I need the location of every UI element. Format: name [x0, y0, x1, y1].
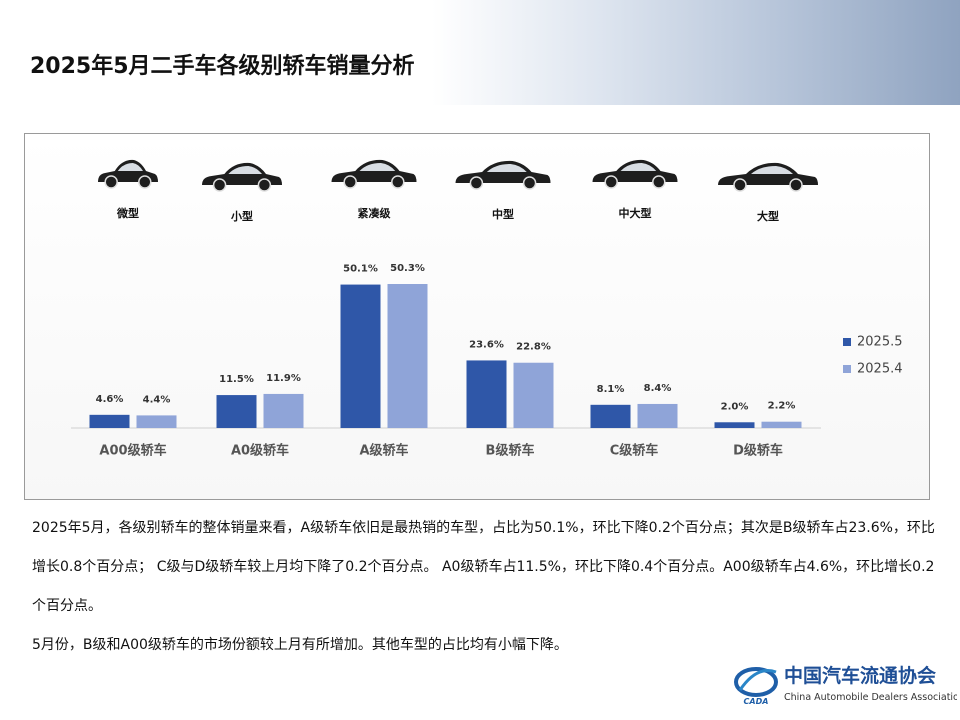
bar: [136, 415, 177, 428]
legend-label: 2025.4: [857, 362, 903, 377]
value-label: 2.0%: [721, 401, 749, 412]
car-icon: [98, 159, 158, 189]
value-label: 11.5%: [219, 374, 254, 385]
bar: [387, 284, 428, 428]
car-wheel: [212, 178, 227, 192]
car-window: [751, 166, 793, 174]
page-title: 2025年5月二手车各级别轿车销量分析: [30, 54, 415, 79]
bar: [761, 421, 802, 428]
car-window: [359, 163, 396, 171]
car-icon: [331, 159, 417, 189]
value-label: 11.9%: [266, 373, 301, 384]
x-tick-label: B级轿车: [486, 443, 535, 459]
logo-mark: [734, 667, 778, 697]
x-tick-label: A0级轿车: [231, 443, 289, 459]
bar: [216, 395, 257, 428]
logo: CADA 中国汽车流通协会 China Automobile Dealers A…: [734, 664, 957, 706]
car-wheel: [604, 175, 618, 189]
car-icon: [718, 162, 818, 192]
car-icon: [592, 159, 678, 189]
logo-name: 中国汽车流通协会: [784, 664, 936, 687]
car-type-label: 微型: [116, 206, 139, 220]
x-tick-label: D级轿车: [733, 443, 783, 459]
paragraph: 2025年5月，各级别轿车的整体销量来看，A级轿车依旧是最热销的车型，占比为50…: [32, 520, 935, 614]
logo-english: China Automobile Dealers Association: [784, 692, 957, 703]
car-type-label: 小型: [230, 209, 253, 223]
car-wheel: [733, 178, 747, 192]
car-icon: [455, 160, 551, 190]
value-label: 23.6%: [469, 339, 504, 350]
value-label: 50.3%: [390, 263, 425, 274]
x-tick-label: A级轿车: [359, 443, 408, 459]
body-text: 2025年5月，各级别轿车的整体销量来看，A级轿车依旧是最热销的车型，占比为50…: [32, 509, 937, 665]
chart: 微型 小型 紧凑级 中型 中大型 大型 4.6% 11.5% 50.1% 23.6% 8.1% 2.0…: [71, 159, 903, 459]
car-wheel: [138, 175, 152, 189]
car-window: [486, 164, 527, 172]
logo-abbr: CADA: [744, 697, 769, 706]
car-icon: [202, 162, 282, 192]
logo-mark: [738, 669, 777, 691]
bar: [466, 360, 507, 428]
car-window: [620, 163, 657, 171]
bar: [714, 422, 755, 428]
car-type-label: 中大型: [619, 206, 652, 220]
car-wheel: [257, 178, 272, 192]
value-label: 2.2%: [768, 401, 796, 412]
car-window: [228, 166, 262, 174]
chart-panel: 微型 小型 紧凑级 中型 中大型 大型 4.6% 11.5% 50.1% 23.6% 8.1% 2.0…: [24, 133, 930, 500]
value-label: 22.8%: [516, 342, 551, 353]
legend-swatch: [843, 338, 851, 346]
car-wheel: [789, 178, 803, 192]
bar: [263, 393, 304, 428]
car-window: [117, 163, 143, 171]
value-label: 8.4%: [644, 383, 672, 394]
value-label: 4.6%: [96, 394, 124, 405]
header: 2025年5月二手车各级别轿车销量分析: [0, 0, 960, 105]
car-wheel: [391, 175, 405, 189]
car-type-label: 中型: [492, 207, 514, 221]
car-wheel: [469, 176, 484, 190]
bar: [513, 362, 554, 428]
car-wheel: [343, 175, 357, 189]
legend-swatch: [843, 365, 851, 373]
car-wheel: [104, 175, 118, 189]
x-tick-label: A00级轿车: [99, 443, 166, 459]
paragraph: 5月份，B级和A00级轿车的市场份额较上月有所增加。其他车型的占比均有小幅下降。: [32, 637, 568, 653]
bar: [590, 404, 631, 428]
value-label: 8.1%: [597, 384, 625, 395]
value-label: 4.4%: [143, 394, 171, 405]
car-type-label: 紧凑级: [358, 206, 392, 220]
bar: [637, 403, 678, 428]
bar: [89, 414, 130, 428]
car-wheel: [522, 176, 537, 190]
value-label: 50.1%: [343, 264, 378, 275]
car-type-label: 大型: [757, 209, 779, 223]
bar: [340, 284, 381, 428]
x-tick-label: C级轿车: [610, 443, 659, 459]
car-wheel: [652, 175, 666, 189]
legend-label: 2025.5: [857, 335, 903, 350]
